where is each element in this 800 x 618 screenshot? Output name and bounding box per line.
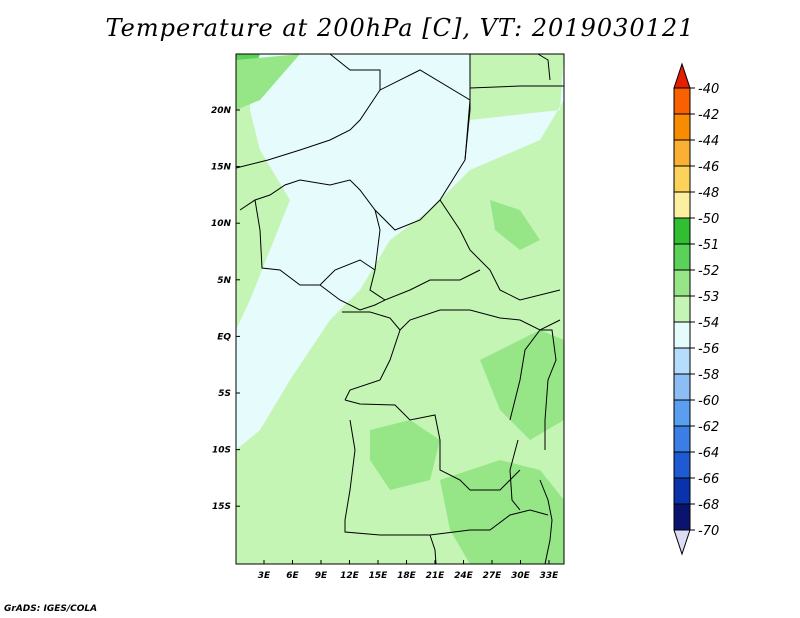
chart-title: Temperature at 200hPa [C], VT: 201903012… <box>105 14 695 42</box>
lon-tick-label: 12E <box>340 571 360 581</box>
colorbar-label: -46 <box>698 160 719 175</box>
lon-tick-label: 6E <box>286 571 299 581</box>
colorbar-segment <box>673 321 691 349</box>
colorbar-label: -68 <box>698 498 719 513</box>
boundary-line <box>539 479 553 565</box>
colorbar-segment <box>673 451 691 479</box>
colorbar-segment <box>673 425 691 453</box>
boundary-line <box>439 199 561 301</box>
lon-tick-label: 33E <box>540 571 560 581</box>
credit-text: GrADS: IGES/COLA <box>4 604 98 614</box>
colorbar-segment <box>673 399 691 427</box>
colorbar-label: -60 <box>698 394 719 409</box>
field-warm-patch <box>490 200 540 250</box>
lat-tick-label: 15N <box>211 163 232 173</box>
colorbar-label: -66 <box>698 472 719 487</box>
colorbar-label: -62 <box>698 420 719 435</box>
colorbar-segment <box>673 139 691 167</box>
boundary-line <box>342 311 401 401</box>
lon-tick-label: 3E <box>258 571 271 581</box>
map-border <box>235 53 565 565</box>
country-boundaries <box>235 53 564 565</box>
boundary-line <box>429 534 437 565</box>
longitude-axis: 3E 6E 9E 12E 15E 18E 21E 24E 27E 30E 33E <box>258 560 559 581</box>
colorbar-segment <box>673 191 691 219</box>
field-warm-east <box>480 330 564 440</box>
lon-tick-label: 18E <box>397 571 417 581</box>
field-cold-core <box>300 54 470 260</box>
colorbar-segment <box>673 347 691 375</box>
colorbar-label: -42 <box>698 108 719 123</box>
lon-tick-label: 9E <box>315 571 328 581</box>
boundary-line <box>470 509 549 531</box>
colorbar-segment <box>673 503 691 531</box>
colorbar-label: -70 <box>698 524 719 539</box>
colorbar-label: -44 <box>698 134 719 149</box>
colorbar-label: -54 <box>698 316 719 331</box>
field-warm-nw2 <box>236 54 300 110</box>
colorbar-label: -53 <box>698 290 719 305</box>
colorbar-segment <box>673 269 691 297</box>
colorbar-segment <box>673 243 691 271</box>
colorbar-segment <box>673 295 691 323</box>
lat-tick-label: 15S <box>212 502 231 512</box>
lat-tick-label: 20N <box>211 106 232 116</box>
boundary-line <box>235 53 381 169</box>
boundary-line <box>344 399 521 491</box>
boundary-line <box>254 199 376 286</box>
lon-tick-label: 30E <box>511 571 531 581</box>
colorbar-bottom-arrow <box>673 529 691 556</box>
boundary-line <box>319 284 386 311</box>
colorbar-segment <box>673 165 691 193</box>
lat-tick-label: 5N <box>217 276 231 286</box>
colorbar-label: -48 <box>698 186 719 201</box>
coastline <box>537 53 551 81</box>
colorbar-segment <box>673 373 691 401</box>
lon-tick-label: 15E <box>369 571 389 581</box>
field-warm-se <box>440 460 564 564</box>
field-warm-south <box>370 420 440 490</box>
lake-outline <box>509 439 521 511</box>
lon-tick-label: 27E <box>483 571 503 581</box>
colorbar-top-arrow <box>673 62 691 89</box>
colorbar-label: -64 <box>698 446 719 461</box>
colorbar-label: -58 <box>698 368 719 383</box>
latitude-axis: 20N 15N 10N 5N EQ 5S 10S 15S <box>211 106 240 512</box>
lat-tick-label: EQ <box>217 332 231 342</box>
boundary-line <box>399 309 561 331</box>
boundary-line <box>509 329 557 450</box>
lat-tick-label: 10N <box>211 219 232 229</box>
colorbar-segment <box>673 477 691 505</box>
lon-tick-label: 21E <box>426 571 446 581</box>
colorbar-segment <box>673 217 691 245</box>
colorbar: -40 -42 -44 -46 -48 -50 -51 -52 -53 -54 -56 -58 -60 -… <box>673 62 719 556</box>
colorbar-label: -40 <box>698 82 719 97</box>
colorbar-label: -56 <box>698 342 719 357</box>
colorbar-label: -52 <box>698 264 719 279</box>
colorbar-segment <box>673 87 691 115</box>
boundary-line <box>344 419 471 536</box>
colorbar-segment <box>673 113 691 141</box>
colorbar-label: -51 <box>698 238 719 253</box>
lon-tick-label: 24E <box>454 571 474 581</box>
lat-tick-label: 5S <box>218 389 231 399</box>
boundary-line <box>469 85 564 89</box>
lat-tick-label: 10S <box>212 446 231 456</box>
colorbar-label: -50 <box>698 212 719 227</box>
boundary-line <box>464 54 471 161</box>
temperature-field <box>236 54 564 564</box>
